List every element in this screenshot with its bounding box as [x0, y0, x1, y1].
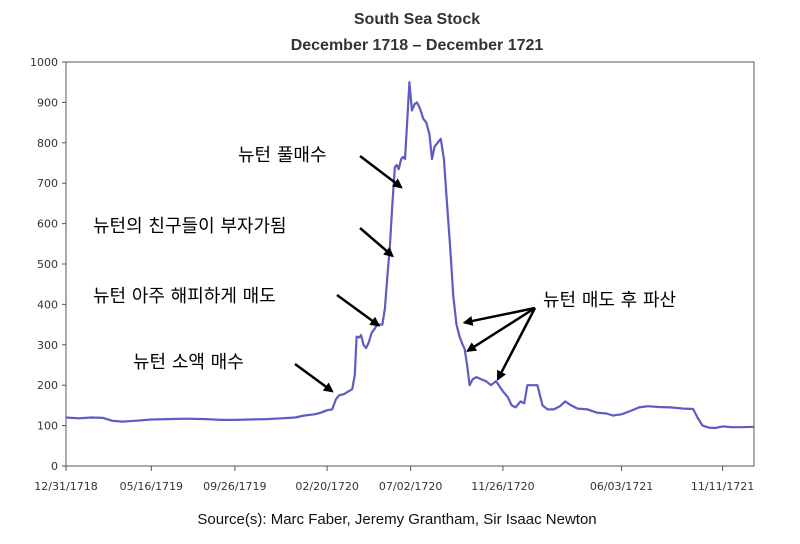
annotation-arrow — [462, 306, 536, 326]
y-tick-label: 800 — [37, 137, 58, 150]
x-tick-label: 09/26/1719 — [203, 480, 266, 493]
annotation-layer: 뉴턴 소액 매수 뉴턴 아주 해피하게 매도 뉴턴의 친구들이 부자가됨 뉴턴 풀매수… — [93, 145, 676, 393]
chart-subtitle: December 1718 – December 1721 — [291, 37, 544, 54]
y-tick-label: 300 — [37, 339, 58, 352]
series-line — [65, 81, 755, 430]
x-tick-label: 12/31/1718 — [34, 480, 97, 493]
chart-source: Source(s): Marc Faber, Jeremy Grantham, … — [197, 511, 596, 528]
y-tick-label: 0 — [51, 460, 58, 473]
x-tick-label: 05/16/1719 — [120, 480, 183, 493]
y-tick-label: 500 — [37, 258, 58, 271]
x-axis: 12/31/1718 05/16/1719 09/26/1719 02/20/1720… — [34, 466, 754, 493]
series-layer — [65, 81, 755, 430]
annotation-arrow — [359, 155, 403, 189]
annotation-label: 뉴턴의 친구들이 부자가됨 — [93, 216, 287, 237]
y-tick-label: 900 — [37, 96, 58, 109]
annotation-arrow — [336, 293, 381, 327]
y-tick-label: 600 — [37, 218, 58, 231]
annotation-arrow — [294, 362, 334, 393]
x-tick-label: 02/20/1720 — [295, 480, 358, 493]
x-tick-label: 11/26/1720 — [471, 480, 534, 493]
x-tick-label: 11/11/1721 — [691, 480, 754, 493]
y-tick-label: 1000 — [30, 56, 58, 69]
x-tick-label: 07/02/1720 — [379, 480, 442, 493]
annotation-arrow — [359, 227, 394, 258]
annotation-arrow — [466, 306, 536, 352]
y-axis: 0 100 200 300 400 500 600 700 800 900 1000 — [30, 56, 66, 473]
y-tick-label: 200 — [37, 379, 58, 392]
annotation-label: 뉴턴 아주 해피하게 매도 — [93, 286, 276, 307]
y-tick-label: 100 — [37, 420, 58, 433]
annotation-label: 뉴턴 소액 매수 — [133, 352, 244, 373]
y-tick-label: 700 — [37, 177, 58, 190]
annotation-label: 뉴턴 풀매수 — [238, 145, 327, 166]
chart-title: South Sea Stock — [354, 11, 480, 28]
annotation-arrow — [496, 307, 537, 381]
annotation-label: 뉴턴 매도 후 파산 — [543, 290, 676, 311]
y-tick-label: 400 — [37, 298, 58, 311]
x-tick-label: 06/03/1721 — [590, 480, 653, 493]
